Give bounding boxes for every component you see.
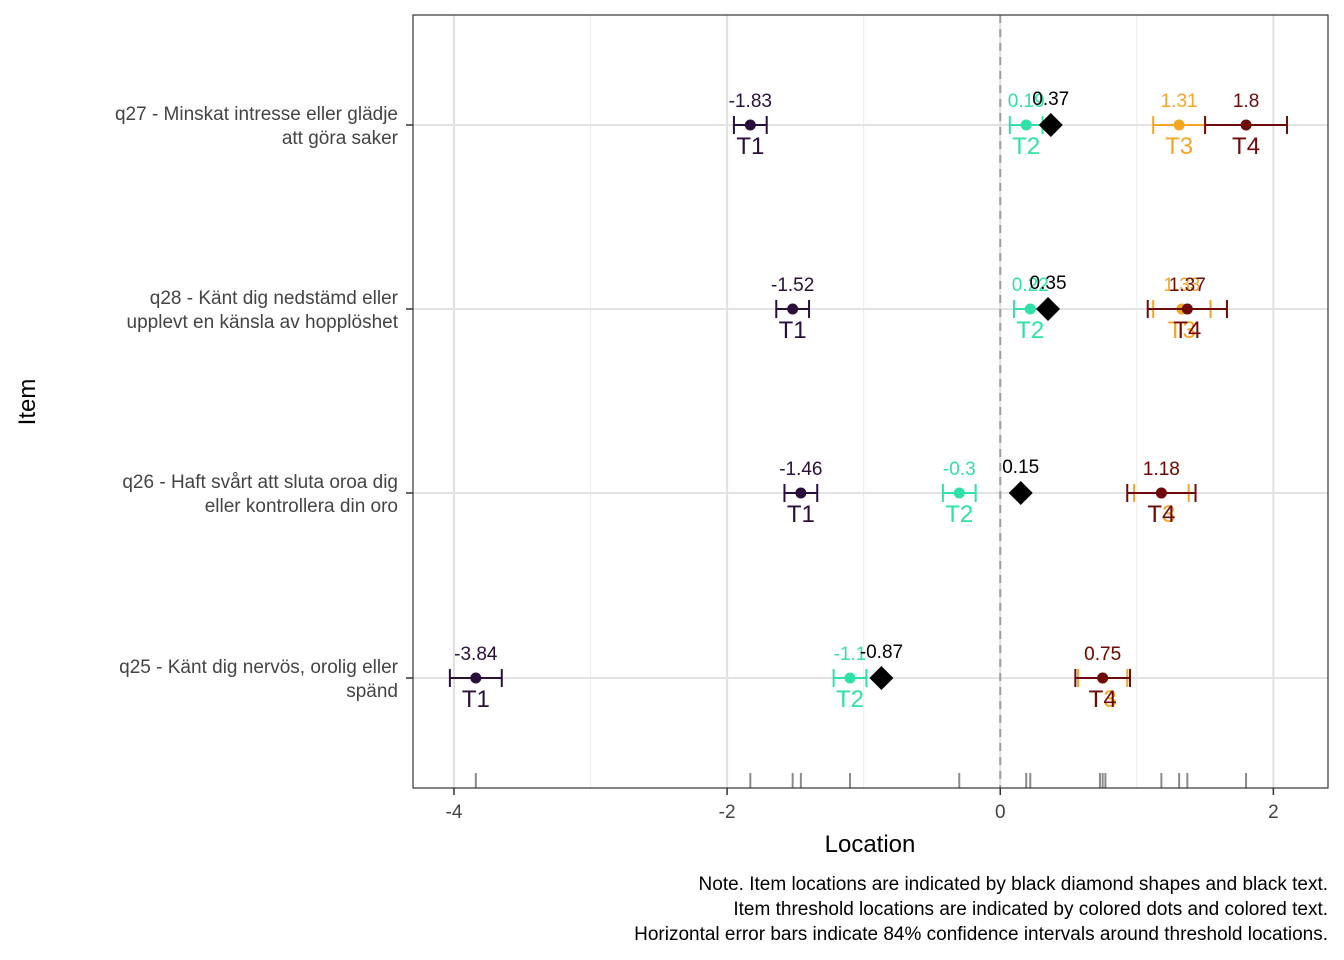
x-axis-title: Location	[825, 831, 916, 858]
threshold-point	[953, 487, 965, 499]
threshold-value-label: -1.1	[834, 644, 867, 665]
threshold-name-label: T4	[1173, 317, 1201, 344]
threshold-name-label: T1	[787, 501, 815, 528]
item-location-label: 0.37	[1032, 89, 1069, 110]
threshold-point	[844, 672, 856, 684]
threshold-point	[1097, 672, 1109, 684]
item-row: -1.52 T1 0.22 T2 1.33 T3 1.37 T4 0.35	[771, 273, 1228, 344]
threshold-point	[1020, 119, 1032, 131]
threshold-point	[1155, 487, 1167, 499]
item-location-label: 0.15	[1002, 457, 1039, 478]
threshold-name-label: T2	[1016, 317, 1044, 344]
y-tick-label: q27 - Minskat intresse eller glädje att g…	[115, 104, 399, 149]
item-location-diamond	[869, 666, 894, 690]
threshold-point	[1024, 303, 1036, 315]
threshold-value-label: 1.8	[1233, 91, 1259, 112]
threshold-value-label: 1.33	[1163, 275, 1200, 296]
threshold-point	[1173, 119, 1185, 131]
threshold-value-label: 0.19	[1008, 91, 1045, 112]
item-location-diamond	[1036, 297, 1061, 321]
threshold-value-label: 1.37	[1169, 275, 1206, 296]
item-location-diamond	[1038, 113, 1063, 137]
threshold-value-label: -1.83	[729, 91, 772, 112]
item-location-label: -0.87	[860, 642, 903, 663]
y-axis-title: Item	[14, 379, 41, 426]
threshold-name-label: T1	[779, 317, 807, 344]
y-tick-label-line: att göra saker	[282, 128, 399, 149]
threshold-value-label: -0.3	[943, 459, 976, 480]
threshold-name-label: T4	[1089, 686, 1117, 713]
threshold-name-label: T4	[1232, 133, 1260, 160]
threshold-value-label: 0.75	[1084, 644, 1121, 665]
x-tick-label: -2	[719, 802, 736, 823]
threshold-value-label: 1.18	[1143, 459, 1180, 480]
plot-border	[412, 14, 1329, 789]
y-tick-label-line: q25 - Känt dig nervös, orolig eller	[119, 657, 398, 678]
threshold-value-label: -1.52	[771, 275, 814, 296]
note-line-1: Note. Item locations are indicated by bl…	[699, 874, 1328, 895]
y-tick-label: q28 - Känt dig nedstämd eller upplevt en …	[127, 288, 399, 333]
threshold-point	[787, 303, 799, 315]
threshold-point	[470, 672, 482, 684]
threshold-value-label: -3.84	[454, 644, 498, 665]
plot-layer: -1.83 T1 0.19 T2 1.31 T3 1.8 T4 0.37 -1.52 T1 0.22 T…	[448, 15, 1289, 788]
note-block: Note. Item locations are indicated by bl…	[634, 874, 1328, 945]
threshold-point	[1240, 119, 1252, 131]
note-line-2: Item threshold locations are indicated b…	[733, 899, 1328, 920]
y-tick-label-line: q27 - Minskat intresse eller glädje	[115, 104, 398, 125]
axes-layer: q27 - Minskat intresse eller glädje att g…	[115, 104, 1279, 823]
threshold-value-label: 1.18	[1143, 459, 1180, 480]
x-tick-label: 2	[1268, 802, 1279, 823]
y-tick-label-line: q26 - Haft svårt att sluta oroa dig	[122, 472, 398, 493]
threshold-name-label: T4	[1147, 501, 1175, 528]
note-line-3: Horizontal error bars indicate 84% confi…	[634, 924, 1328, 945]
threshold-value-label: 1.31	[1161, 91, 1198, 112]
threshold-point	[1181, 303, 1193, 315]
threshold-name-label: T3	[1168, 317, 1196, 344]
y-tick-label-line: eller kontrollera din oro	[205, 496, 398, 517]
y-tick-label-line: upplevt en känsla av hopplöshet	[127, 312, 399, 333]
threshold-point	[795, 487, 807, 499]
threshold-value-label: 0.75	[1084, 644, 1121, 665]
item-row: -1.83 T1 0.19 T2 1.31 T3 1.8 T4 0.37	[729, 89, 1289, 160]
y-tick-label-line: q28 - Känt dig nedstämd eller	[150, 288, 399, 309]
threshold-name-label: T1	[462, 686, 490, 713]
y-tick-label: q26 - Haft svårt att sluta oroa dig eller…	[122, 472, 398, 517]
item-location-diamond	[1008, 481, 1033, 505]
threshold-point	[744, 119, 756, 131]
x-tick-label: -4	[446, 802, 463, 823]
threshold-name-label: T1	[736, 133, 764, 160]
y-tick-label-line: spänd	[346, 681, 398, 702]
threshold-value-label: -1.46	[779, 459, 822, 480]
threshold-value-label: 0.22	[1012, 275, 1049, 296]
threshold-name-label: T2	[945, 501, 973, 528]
threshold-name-label: T2	[836, 686, 864, 713]
threshold-name-label: T2	[1012, 133, 1040, 160]
item-location-label: 0.35	[1030, 273, 1067, 294]
threshold-name-label: T3	[1165, 133, 1193, 160]
threshold-name-label: T3	[1147, 501, 1175, 528]
x-tick-label: 0	[995, 802, 1006, 823]
y-tick-label: q25 - Känt dig nervös, orolig eller spänd	[119, 657, 398, 702]
threshold-name-label: T3	[1089, 686, 1117, 713]
